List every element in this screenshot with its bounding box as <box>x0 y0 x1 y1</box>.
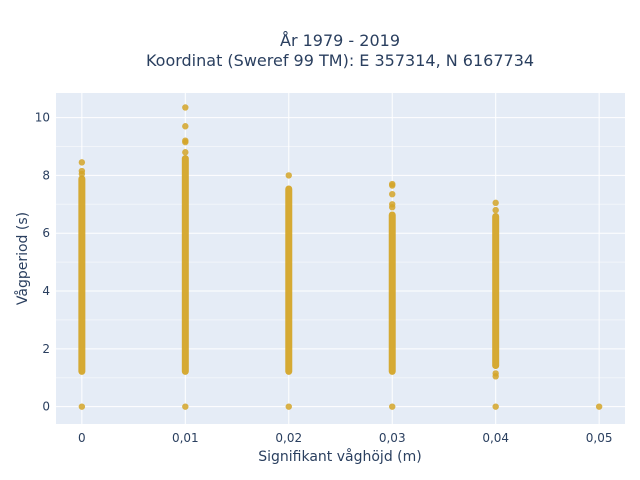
data-point <box>595 403 603 410</box>
data-point <box>78 167 86 175</box>
plot-area <box>56 93 625 424</box>
data-point <box>78 159 86 166</box>
data-point <box>182 123 189 130</box>
data-point <box>389 403 396 410</box>
x-tick-label: 0 <box>78 431 86 445</box>
y-axis-ticks: 0 2 4 6 8 10 <box>35 111 50 414</box>
y-tick-label: 0 <box>42 400 50 414</box>
data-point <box>389 190 396 198</box>
data-point <box>492 206 499 214</box>
chart-title-line1: År 1979 - 2019 <box>280 31 400 50</box>
point-cluster <box>181 155 189 375</box>
y-tick-label: 8 <box>42 168 50 182</box>
point-cluster <box>388 211 396 375</box>
data-point <box>182 403 189 410</box>
data-point <box>182 137 189 144</box>
data-point <box>78 403 86 410</box>
y-tick-label: 4 <box>42 284 50 298</box>
y-tick-label: 2 <box>42 342 50 356</box>
x-tick-label: 0,03 <box>379 431 406 445</box>
data-point <box>389 180 396 188</box>
point-cluster <box>492 212 500 370</box>
point-cluster <box>285 185 293 375</box>
y-axis-title: Vågperiod (s) <box>14 212 31 305</box>
data-points <box>78 104 603 410</box>
data-point <box>492 403 499 410</box>
data-point <box>182 149 189 156</box>
y-tick-label: 6 <box>42 226 50 240</box>
data-point <box>389 201 396 208</box>
data-point <box>492 199 499 207</box>
data-point <box>285 403 292 410</box>
x-tick-label: 0,05 <box>586 431 613 445</box>
point-cluster <box>78 175 86 375</box>
x-tick-label: 0,04 <box>482 431 509 445</box>
data-point <box>182 104 189 111</box>
chart-title-line2: Koordinat (Sweref 99 TM): E 357314, N 61… <box>146 51 534 70</box>
data-point <box>492 370 499 377</box>
x-axis-ticks: 0 0,01 0,02 0,03 0,04 0,05 <box>78 431 612 445</box>
y-tick-label: 10 <box>35 111 50 125</box>
data-point <box>285 172 292 179</box>
x-tick-label: 0,01 <box>172 431 199 445</box>
x-tick-label: 0,02 <box>275 431 302 445</box>
x-axis-title: Signifikant våghöjd (m) <box>258 448 421 465</box>
